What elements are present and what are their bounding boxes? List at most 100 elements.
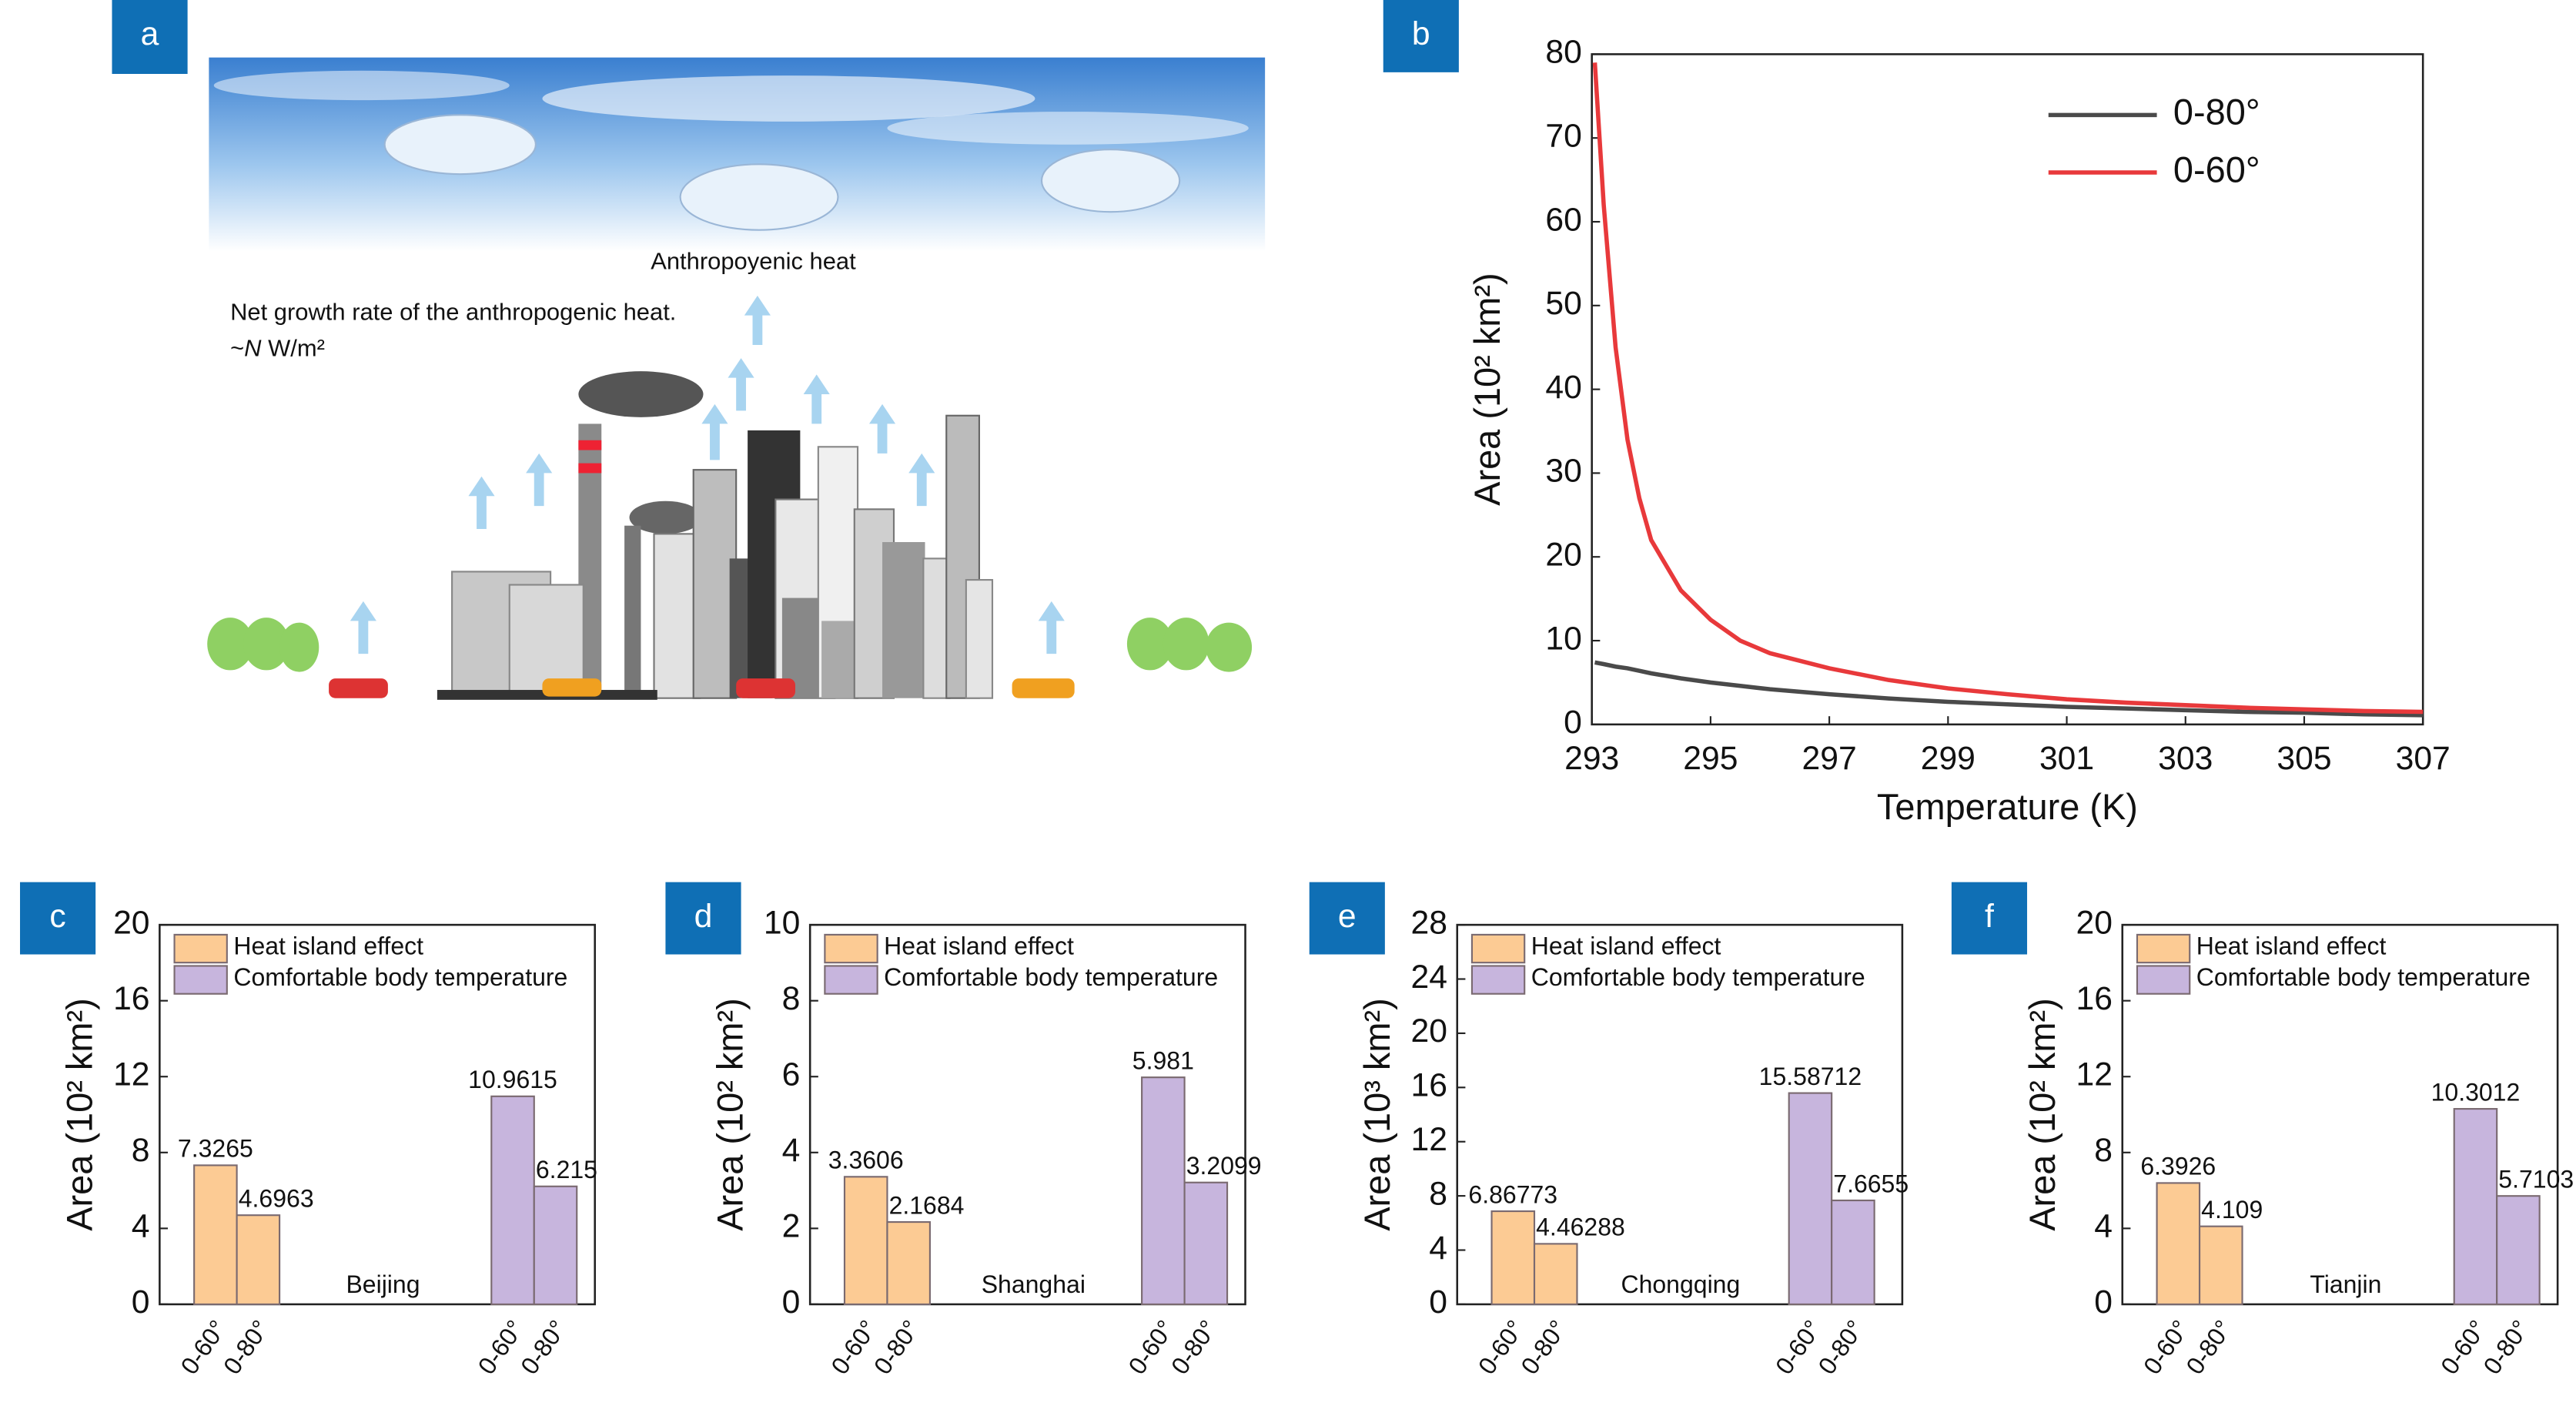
y-tick-label: 24 (1410, 959, 1447, 996)
y-tick-label: 20 (113, 904, 149, 941)
legend-label: Heat island effect (884, 932, 1074, 959)
legend-label: 0-60° (2173, 149, 2260, 189)
cloud (542, 75, 1035, 122)
bar (843, 1176, 888, 1305)
y-tick-label: 0 (782, 1284, 801, 1321)
panel-label-box (112, 0, 188, 75)
bar (1788, 1092, 1833, 1305)
legend-label: Comfortable body temperature (884, 963, 1218, 991)
x-tick-label: 305 (2277, 740, 2331, 777)
y-tick-label: 0 (132, 1284, 150, 1321)
y-tick-label: 28 (1410, 904, 1447, 941)
y-tick-label: 0 (1429, 1284, 1447, 1321)
legend-label: Comfortable body temperature (1531, 963, 1865, 991)
y-tick-label: 20 (1410, 1013, 1447, 1049)
value-label: 10.3012 (2431, 1078, 2521, 1106)
bar (490, 1095, 535, 1305)
x-tick-label: 301 (2039, 740, 2094, 777)
flux-unit: W/m² (268, 335, 325, 362)
legend-swatch (173, 965, 228, 995)
legend-swatch (824, 933, 878, 964)
y-tick-label: 20 (2076, 904, 2113, 941)
cloud (213, 70, 510, 101)
heat-label: Anthropoyenic heat (651, 248, 856, 275)
heat-arrows (350, 296, 1065, 654)
x-tick-label: 295 (1683, 740, 1738, 777)
panel-label-box (1951, 882, 2028, 955)
y-tick-label: 16 (1410, 1067, 1447, 1104)
clouds (383, 114, 1181, 231)
x-tick-label: 0-80° (2180, 1315, 2237, 1380)
legend-label: Comfortable body temperature (2196, 963, 2531, 991)
bar (533, 1185, 578, 1305)
x-tick-label: 0-80° (515, 1315, 572, 1380)
bar (2453, 1108, 2498, 1305)
trees (207, 618, 1253, 672)
plot-frame (159, 923, 596, 1306)
value-label: 2.1684 (889, 1191, 965, 1219)
y-tick-label: 4 (2094, 1208, 2113, 1245)
y-axis-label: Area (10² km²) (2022, 998, 2062, 1230)
annotation: Chongqing (1621, 1270, 1740, 1298)
legend-swatch (1470, 933, 1526, 964)
value-label: 15.58712 (1759, 1063, 1862, 1090)
value-label: 6.86773 (1468, 1180, 1557, 1208)
bar (1141, 1076, 1186, 1305)
legend-label: Heat island effect (1531, 932, 1721, 959)
y-axis-label: Area (10² km²) (59, 998, 99, 1230)
y-tick-label: 12 (113, 1056, 149, 1093)
value-label: 4.46288 (1536, 1213, 1625, 1241)
y-axis-label: Area (10³ km²) (1357, 998, 1397, 1230)
value-label: 3.2099 (1186, 1152, 1262, 1180)
bar (2496, 1195, 2541, 1305)
y-tick-label: 6 (782, 1056, 801, 1093)
x-tick-label: 303 (2158, 740, 2213, 777)
panel-label: f (1985, 898, 1994, 935)
y-tick-label: 50 (1545, 285, 1581, 322)
y-tick-label: 8 (782, 980, 801, 1017)
panel-label-box (665, 882, 741, 955)
panel-label: b (1412, 15, 1430, 52)
x-tick-label: 0-60° (1770, 1315, 1827, 1380)
bar (236, 1214, 281, 1305)
x-tick-label: 0-60° (2435, 1315, 2492, 1380)
value-label: 4.6963 (239, 1184, 314, 1212)
bar (2156, 1182, 2201, 1305)
plot-frame (1456, 923, 1904, 1306)
y-tick-label: 2 (782, 1208, 801, 1245)
bar (886, 1220, 931, 1305)
y-tick-label: 80 (1545, 34, 1581, 71)
x-tick-label: 0-80° (2478, 1315, 2535, 1380)
legend-swatch (824, 965, 878, 995)
bar (193, 1164, 238, 1305)
plot-frame (2121, 923, 2559, 1306)
y-tick-label: 60 (1545, 201, 1581, 238)
y-tick-label: 16 (113, 980, 149, 1017)
cars (329, 678, 1075, 698)
cloud (887, 112, 1249, 145)
x-tick-label: 0-80° (218, 1315, 275, 1380)
y-tick-label: 12 (2076, 1056, 2113, 1093)
panel-label-box (1309, 882, 1385, 955)
y-tick-label: 10 (1545, 620, 1581, 657)
y-tick-label: 70 (1545, 117, 1581, 154)
y-tick-label: 12 (1410, 1121, 1447, 1158)
x-tick-label: 0-60° (2138, 1315, 2195, 1380)
value-label: 3.3606 (828, 1147, 904, 1174)
x-tick-label: 0-60° (825, 1315, 882, 1380)
bar (1183, 1181, 1229, 1305)
legend-swatch (173, 933, 228, 964)
bar (1533, 1243, 1578, 1305)
plot-frame (1591, 53, 2424, 726)
x-tick-label: 0-60° (1473, 1315, 1530, 1380)
y-tick-label: 20 (1545, 536, 1581, 573)
x-tick-label: 0-80° (1813, 1315, 1870, 1380)
value-label: 7.3265 (178, 1135, 253, 1163)
y-tick-label: 8 (2094, 1132, 2113, 1169)
legend-label: Heat island effect (233, 932, 423, 959)
x-tick-label: 0-80° (1515, 1315, 1572, 1380)
annotation: Shanghai (982, 1270, 1086, 1298)
y-tick-label: 40 (1545, 369, 1581, 406)
y-tick-label: 10 (764, 904, 800, 941)
